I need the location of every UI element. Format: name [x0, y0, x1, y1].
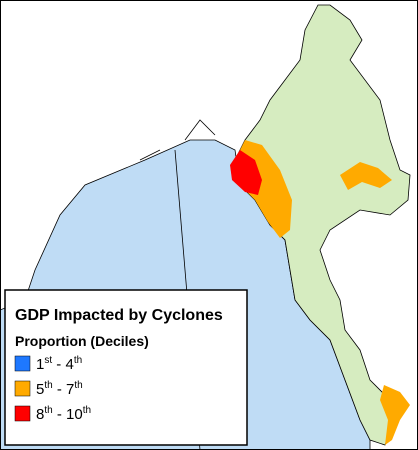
- label-text: 8: [36, 406, 44, 423]
- legend-label: 1st - 4th: [36, 355, 82, 373]
- superscript: th: [44, 380, 52, 391]
- legend-swatch: [14, 380, 31, 397]
- label-text: - 10: [53, 406, 83, 423]
- superscript: th: [44, 405, 52, 416]
- superscript: th: [74, 355, 82, 366]
- superscript: th: [74, 380, 82, 391]
- orange-region-south: [380, 385, 410, 445]
- legend-label: 8th - 10th: [36, 405, 91, 423]
- superscript: st: [44, 355, 52, 366]
- legend-title: GDP Impacted by Cyclones: [15, 307, 223, 324]
- label-text: - 4: [52, 356, 74, 373]
- legend-swatch: [14, 355, 31, 372]
- legend-label: 5th - 7th: [36, 380, 83, 398]
- legend-swatch: [14, 405, 31, 422]
- legend-subtitle: Proportion (Deciles): [15, 333, 149, 349]
- legend: GDP Impacted by Cyclones Proportion (Dec…: [4, 289, 248, 446]
- superscript: th: [83, 405, 91, 416]
- label-text: - 7: [53, 381, 75, 398]
- legend-box: [4, 289, 248, 446]
- label-text: 1: [36, 356, 44, 373]
- orange-region-east: [340, 162, 392, 190]
- red-region: [230, 150, 262, 195]
- label-text: 5: [36, 381, 44, 398]
